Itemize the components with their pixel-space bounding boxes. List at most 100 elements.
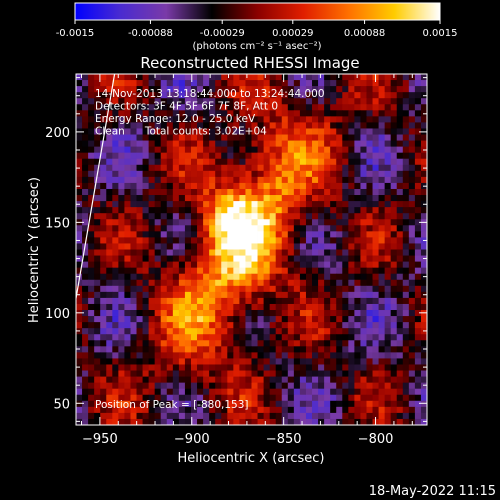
- heatmap-cell: [312, 128, 319, 135]
- heatmap-cell: [166, 279, 174, 287]
- heatmap-cell: [257, 316, 264, 323]
- heatmap-cell: [414, 261, 422, 269]
- heatmap-cell: [130, 110, 137, 117]
- heatmap-cell: [372, 195, 379, 202]
- heatmap-cell: [348, 219, 355, 226]
- heatmap-cell: [82, 176, 89, 184]
- heatmap-cell: [420, 406, 427, 414]
- heatmap-cell: [402, 340, 410, 347]
- heatmap-cell: [354, 316, 361, 323]
- heatmap-cell: [360, 400, 367, 408]
- heatmap-cell: [372, 237, 379, 244]
- heatmap-cell: [330, 376, 337, 384]
- heatmap-cell: [420, 358, 427, 365]
- heatmap-cell: [396, 334, 404, 341]
- heatmap-cell: [305, 195, 313, 202]
- heatmap-cell: [154, 382, 162, 390]
- heatmap-cell: [245, 98, 252, 105]
- heatmap-cell: [221, 316, 228, 323]
- heatmap-cell: [390, 255, 398, 262]
- heatmap-cell: [227, 388, 234, 396]
- heatmap-cell: [130, 80, 137, 87]
- heatmap-cell: [330, 400, 337, 408]
- heatmap-cell: [378, 188, 386, 196]
- heatmap-cell: [287, 267, 295, 275]
- heatmap-cell: [142, 152, 150, 160]
- heatmap-cell: [130, 170, 137, 178]
- heatmap-cell: [178, 176, 186, 184]
- heatmap-cell: [136, 273, 143, 281]
- heatmap-cell: [384, 358, 392, 365]
- heatmap-cell: [160, 98, 168, 105]
- heatmap-cell: [88, 146, 95, 154]
- heatmap-cell: [88, 164, 95, 172]
- heatmap-cell: [94, 201, 101, 208]
- heatmap-cell: [100, 207, 107, 214]
- heatmap-cell: [342, 201, 349, 208]
- heatmap-cell: [372, 267, 379, 275]
- heatmap-cell: [118, 279, 125, 287]
- heatmap-cell: [245, 92, 252, 99]
- heatmap-cell: [275, 140, 283, 148]
- heatmap-cell: [366, 207, 373, 214]
- heatmap-cell: [184, 86, 192, 93]
- heatmap-cell: [209, 134, 216, 141]
- heatmap-cell: [82, 291, 89, 299]
- heatmap-cell: [76, 418, 83, 425]
- heatmap-cell: [221, 92, 228, 99]
- heatmap-cell: [324, 400, 331, 408]
- heatmap-cell: [390, 388, 398, 396]
- heatmap-cell: [215, 334, 222, 341]
- heatmap-cell: [178, 370, 186, 377]
- heatmap-cell: [305, 376, 313, 384]
- heatmap-cell: [106, 213, 113, 220]
- heatmap-cell: [281, 158, 289, 166]
- heatmap-cell: [124, 195, 131, 202]
- heatmap-cell: [136, 231, 143, 238]
- heatmap-cell: [245, 412, 252, 420]
- heatmap-cell: [384, 201, 392, 208]
- heatmap-cell: [172, 195, 180, 202]
- heatmap-cell: [148, 128, 156, 135]
- heatmap-cell: [118, 400, 125, 408]
- heatmap-cell: [94, 285, 101, 293]
- heatmap-cell: [197, 134, 204, 141]
- heatmap-cell: [305, 370, 313, 377]
- heatmap-cell: [136, 279, 143, 287]
- heatmap-cell: [269, 134, 277, 141]
- heatmap-cell: [251, 364, 258, 371]
- heatmap-cell: [215, 140, 222, 148]
- heatmap-cell: [420, 334, 427, 341]
- heatmap-cell: [148, 418, 156, 425]
- heatmap-cell: [336, 273, 343, 281]
- heatmap-cell: [190, 98, 198, 105]
- heatmap-cell: [197, 267, 204, 275]
- heatmap-cell: [305, 134, 313, 141]
- heatmap-cell: [184, 104, 192, 111]
- heatmap-cell: [94, 98, 101, 105]
- heatmap-cell: [160, 303, 168, 311]
- heatmap-cell: [414, 122, 422, 129]
- heatmap-cell: [281, 219, 289, 226]
- heatmap-cell: [233, 382, 240, 390]
- heatmap-cell: [330, 394, 337, 402]
- heatmap-cell: [148, 225, 156, 232]
- y-tick-label: 150: [45, 216, 70, 231]
- heatmap-cell: [324, 406, 331, 414]
- heatmap-cell: [221, 340, 228, 347]
- heatmap-cell: [402, 80, 410, 87]
- heatmap-cell: [197, 80, 204, 87]
- heatmap-cell: [100, 358, 107, 365]
- heatmap-cell: [251, 201, 258, 208]
- heatmap-cell: [293, 182, 301, 190]
- heatmap-cell: [287, 388, 295, 396]
- heatmap-cell: [239, 237, 246, 244]
- heatmap-cell: [118, 188, 125, 196]
- heatmap-cell: [82, 255, 89, 262]
- heatmap-cell: [178, 86, 186, 93]
- heatmap-cell: [330, 86, 337, 93]
- heatmap-cell: [172, 376, 180, 384]
- heatmap-cell: [106, 340, 113, 347]
- heatmap-cell: [221, 273, 228, 281]
- heatmap-cell: [130, 116, 137, 123]
